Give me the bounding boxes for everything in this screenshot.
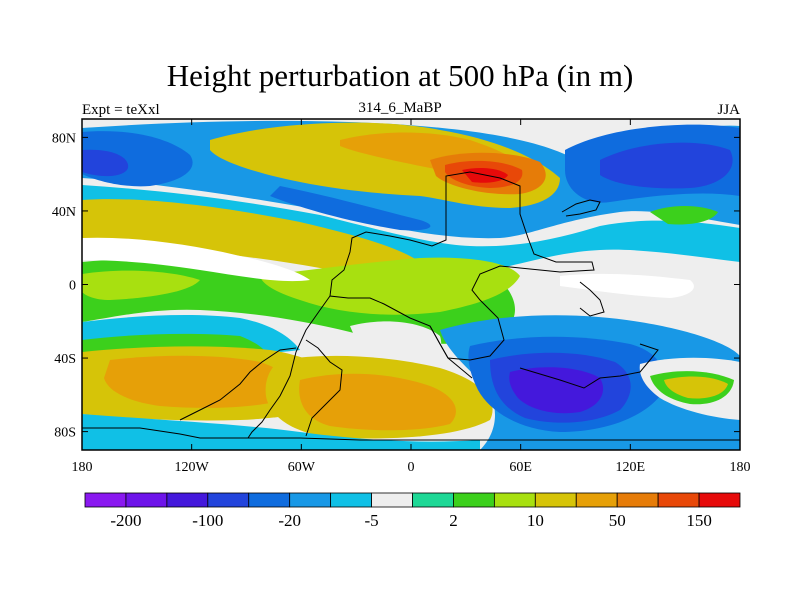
coastline-africa-eurasia	[329, 171, 595, 361]
contour-cyan-band-mid	[82, 185, 740, 273]
colorbar-label: 150	[686, 511, 712, 530]
axis-group: 180 120W 60W 0 60E 120E 180 80N 40N 0 40S 80S	[52, 119, 751, 475]
x-tick-label: 180	[730, 460, 751, 475]
contour-cyan-south-band	[82, 414, 480, 450]
contour-field	[82, 119, 740, 450]
colorbar-swatch	[698, 492, 741, 508]
coastline-south-america	[247, 295, 331, 439]
colorbar-label: -200	[110, 511, 141, 530]
chart-title: Height perturbation at 500 hPa (in m)	[166, 58, 634, 93]
experiment-label: Expt = teXxl	[82, 102, 160, 118]
contour-lime-westcoast	[82, 270, 200, 300]
contour-indigo-south-indian	[509, 367, 604, 414]
colorbar-swatch	[453, 492, 495, 508]
coastline-africa-south	[429, 325, 473, 379]
contour-blue-north-band-west	[270, 186, 431, 231]
contour-orange-south-pacific	[104, 355, 294, 408]
contour-green-pacific-east	[650, 206, 718, 225]
x-tick-label: 0	[408, 460, 415, 475]
contour-darkblue-asia	[600, 142, 733, 189]
colorbar-swatch	[84, 492, 127, 508]
colorbar-swatch	[493, 492, 536, 508]
x-tick-label: 120W	[175, 460, 210, 475]
period-label: 314_6_MaBP	[358, 100, 442, 116]
y-tick-label: 80N	[52, 131, 76, 146]
coastline-australia	[519, 343, 659, 389]
coastline-japan	[561, 199, 601, 217]
colorbar-label: 50	[609, 511, 626, 530]
colorbar-label: -5	[364, 511, 378, 530]
contour-orange-south-atlantic	[299, 373, 456, 431]
x-tick-label: 60E	[509, 460, 532, 475]
colorbar-swatch	[657, 492, 700, 508]
contour-yellow-sw-pacific	[664, 376, 728, 399]
colorbar-swatch	[330, 492, 372, 508]
colorbar-swatch	[616, 492, 659, 508]
y-tick-label: 80S	[54, 426, 76, 441]
y-tick-label: 40N	[52, 205, 76, 220]
colorbar-swatch	[575, 492, 618, 508]
contour-darkblue-north-pacific	[82, 149, 129, 177]
colorbar-label: -20	[278, 511, 301, 530]
colorbar-label: 10	[527, 511, 544, 530]
coastline-south-pacific-islands	[179, 347, 297, 421]
coastline-outline	[82, 171, 740, 441]
coastline-maritime	[579, 281, 605, 317]
contour-white-equator-west	[82, 237, 310, 282]
colorbar-swatch	[371, 492, 413, 508]
colorbar-swatch	[248, 492, 291, 508]
colorbar-swatch	[166, 492, 209, 508]
x-tick-label: 60W	[288, 460, 316, 475]
colorbar: -200 -100 -20 -5 2 10 50 150	[84, 492, 741, 530]
colorbar-swatch	[534, 492, 577, 508]
x-tick-label: 180	[72, 460, 93, 475]
coastline-antarctic-peninsula	[305, 339, 343, 437]
coastline-antarctica	[82, 427, 740, 441]
x-tick-label: 120E	[616, 460, 646, 475]
y-tick-label: 40S	[54, 352, 76, 367]
season-label: JJA	[717, 102, 740, 118]
colorbar-swatch	[207, 492, 250, 508]
contour-white-equator-east	[560, 273, 694, 298]
colorbar-swatch	[412, 492, 454, 508]
colorbar-label: -100	[192, 511, 223, 530]
colorbar-swatch	[125, 492, 168, 508]
y-tick-label: 0	[69, 279, 76, 294]
contour-yellow-west	[82, 199, 420, 274]
colorbar-swatch	[289, 492, 332, 508]
colorbar-label: 2	[449, 511, 458, 530]
contour-lime-tropics	[260, 257, 520, 315]
